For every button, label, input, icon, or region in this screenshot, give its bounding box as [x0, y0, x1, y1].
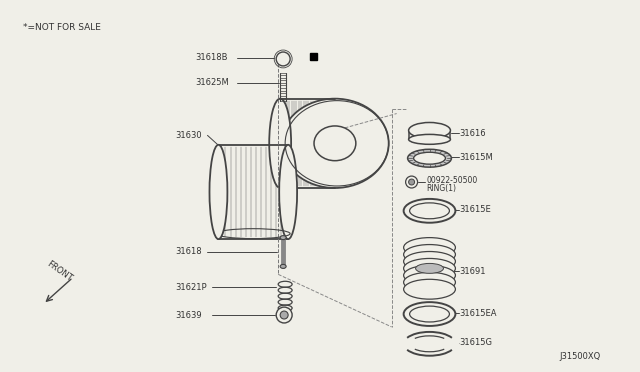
Ellipse shape	[410, 336, 449, 352]
Text: *=NOT FOR SALE: *=NOT FOR SALE	[23, 23, 101, 32]
Ellipse shape	[281, 99, 388, 188]
Text: 00922-50500: 00922-50500	[426, 176, 478, 185]
Circle shape	[276, 307, 292, 323]
Circle shape	[408, 179, 415, 185]
Circle shape	[280, 311, 288, 319]
Ellipse shape	[404, 259, 456, 278]
Text: FRONT: FRONT	[45, 259, 74, 283]
Ellipse shape	[209, 145, 227, 239]
Circle shape	[276, 52, 290, 66]
Text: 31639: 31639	[175, 311, 202, 320]
Text: 31618B: 31618B	[196, 54, 228, 62]
Ellipse shape	[415, 263, 444, 273]
Ellipse shape	[280, 235, 286, 240]
Ellipse shape	[314, 126, 356, 161]
Text: 31615E: 31615E	[460, 205, 491, 214]
Text: 31621P: 31621P	[175, 283, 207, 292]
Circle shape	[406, 176, 417, 188]
Ellipse shape	[404, 238, 456, 257]
Text: 31625M: 31625M	[196, 78, 229, 87]
Bar	[310, 53, 317, 60]
Ellipse shape	[404, 265, 456, 285]
Text: 31618: 31618	[175, 247, 202, 256]
Ellipse shape	[408, 149, 451, 167]
Ellipse shape	[408, 134, 451, 144]
Text: J31500XQ: J31500XQ	[559, 352, 600, 361]
Text: 31616: 31616	[460, 129, 486, 138]
Ellipse shape	[404, 199, 456, 223]
Text: RING(1): RING(1)	[426, 185, 456, 193]
Text: 31615EA: 31615EA	[460, 308, 497, 318]
Ellipse shape	[269, 99, 291, 188]
Text: 31615G: 31615G	[460, 338, 492, 347]
Ellipse shape	[279, 145, 297, 239]
Ellipse shape	[404, 244, 456, 264]
Ellipse shape	[410, 203, 449, 219]
Ellipse shape	[404, 272, 456, 292]
Ellipse shape	[404, 332, 456, 356]
Ellipse shape	[413, 152, 445, 164]
Ellipse shape	[408, 122, 451, 138]
Ellipse shape	[404, 279, 456, 299]
Text: 31691: 31691	[460, 267, 486, 276]
Text: 31630: 31630	[175, 131, 202, 140]
Ellipse shape	[410, 306, 449, 322]
Ellipse shape	[280, 264, 286, 268]
Text: 31615M: 31615M	[460, 153, 493, 162]
Ellipse shape	[404, 251, 456, 271]
Ellipse shape	[404, 332, 456, 356]
Ellipse shape	[404, 302, 456, 326]
